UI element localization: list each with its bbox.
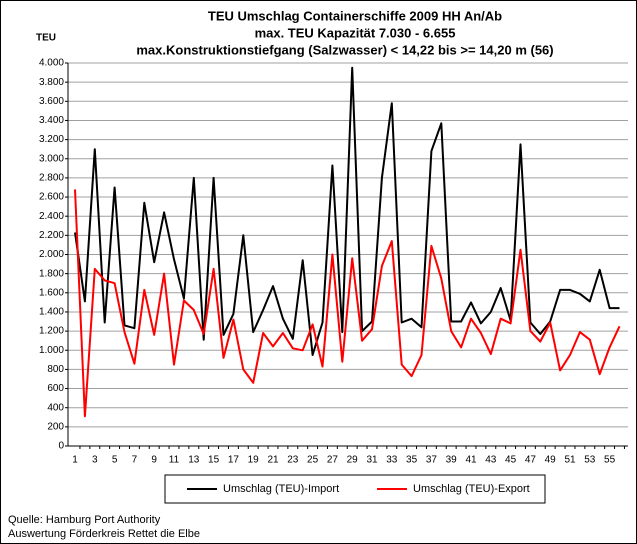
x-tick-label: 17 — [228, 455, 240, 466]
x-tick-label: 5 — [112, 455, 118, 466]
y-tick-label: 1.600 — [39, 287, 64, 298]
legend-label: Umschlag (TEU)-Export — [413, 483, 530, 495]
x-tick-label: 13 — [188, 455, 200, 466]
x-tick-label: 55 — [604, 455, 616, 466]
chart-title: TEU Umschlag Containerschiffe 2009 HH An… — [208, 8, 502, 23]
y-tick-label: 800 — [47, 364, 64, 375]
x-tick-label: 3 — [92, 455, 98, 466]
x-tick-label: 39 — [446, 455, 458, 466]
y-tick-label: 2.400 — [39, 211, 64, 222]
y-tick-label: 2.600 — [39, 192, 64, 203]
x-tick-label: 33 — [386, 455, 398, 466]
y-tick-label: 3.400 — [39, 115, 64, 126]
legend-label: Umschlag (TEU)-Import — [223, 483, 339, 495]
y-tick-label: 4.000 — [39, 58, 64, 69]
y-tick-label: 3.200 — [39, 134, 64, 145]
y-tick-label: 1.400 — [39, 307, 64, 318]
chart-title: max. TEU Kapazität 7.030 - 6.655 — [255, 25, 456, 40]
legend-box — [164, 474, 546, 504]
y-tick-label: 3.800 — [39, 77, 64, 88]
x-tick-label: 27 — [327, 455, 339, 466]
y-tick-label: 1.200 — [39, 326, 64, 337]
y-tick-label: 2.200 — [39, 230, 64, 241]
x-tick-label: 1 — [72, 455, 78, 466]
x-tick-label: 9 — [151, 455, 157, 466]
y-axis-label: TEU — [36, 33, 56, 44]
y-tick-label: 3.000 — [39, 153, 64, 164]
x-tick-label: 15 — [208, 455, 220, 466]
y-tick-label: 1.800 — [39, 268, 64, 279]
y-tick-label: 200 — [47, 421, 64, 432]
x-tick-label: 7 — [132, 455, 138, 466]
y-tick-label: 600 — [47, 383, 64, 394]
x-tick-label: 25 — [307, 455, 319, 466]
x-tick-label: 49 — [545, 455, 557, 466]
x-tick-label: 45 — [505, 455, 517, 466]
x-tick-label: 23 — [287, 455, 299, 466]
chart-title: max.Konstruktionstiefgang (Salzwasser) <… — [136, 42, 553, 57]
x-tick-label: 37 — [426, 455, 438, 466]
x-tick-label: 21 — [267, 455, 279, 466]
x-tick-label: 47 — [525, 455, 537, 466]
x-tick-label: 35 — [406, 455, 418, 466]
x-tick-label: 41 — [465, 455, 477, 466]
x-tick-label: 51 — [564, 455, 576, 466]
x-tick-label: 19 — [248, 455, 260, 466]
y-tick-label: 2.000 — [39, 249, 64, 260]
x-tick-label: 53 — [584, 455, 596, 466]
x-tick-label: 43 — [485, 455, 497, 466]
x-tick-label: 31 — [366, 455, 378, 466]
source-note: Auswertung Förderkreis Rettet die Elbe — [8, 528, 200, 540]
y-tick-label: 400 — [47, 402, 64, 413]
x-tick-label: 11 — [169, 455, 180, 466]
y-tick-label: 1.000 — [39, 345, 64, 356]
data-line — [74, 189, 621, 418]
y-tick-label: 3.600 — [39, 96, 64, 107]
y-tick-label: 0 — [58, 441, 64, 452]
y-tick-label: 2.800 — [39, 173, 64, 184]
data-line — [74, 66, 620, 356]
source-note: Quelle: Hamburg Port Authority — [8, 514, 161, 526]
x-tick-label: 29 — [347, 455, 359, 466]
